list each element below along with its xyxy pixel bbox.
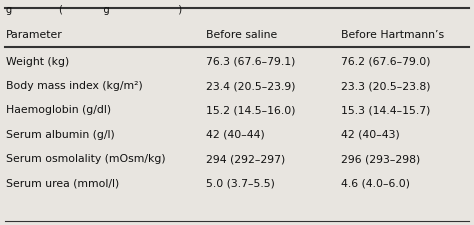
Text: Weight (kg): Weight (kg) xyxy=(6,57,69,67)
Text: Before Hartmann’s: Before Hartmann’s xyxy=(341,30,445,40)
Text: Serum urea (mmol/l): Serum urea (mmol/l) xyxy=(6,178,119,188)
Text: 4.6 (4.0–6.0): 4.6 (4.0–6.0) xyxy=(341,178,410,188)
Text: Serum osmolality (mOsm/kg): Serum osmolality (mOsm/kg) xyxy=(6,154,166,164)
Text: Haemoglobin (g/dl): Haemoglobin (g/dl) xyxy=(6,106,111,115)
Text: Serum albumin (g/l): Serum albumin (g/l) xyxy=(6,130,115,140)
Text: 23.4 (20.5–23.9): 23.4 (20.5–23.9) xyxy=(206,81,296,91)
Text: g               (             g                      ): g ( g ) xyxy=(6,5,182,15)
Text: Before saline: Before saline xyxy=(206,30,277,40)
Text: 42 (40–43): 42 (40–43) xyxy=(341,130,400,140)
Text: 76.3 (67.6–79.1): 76.3 (67.6–79.1) xyxy=(206,57,296,67)
Text: 15.2 (14.5–16.0): 15.2 (14.5–16.0) xyxy=(206,106,296,115)
Text: Parameter: Parameter xyxy=(6,30,63,40)
Text: 296 (293–298): 296 (293–298) xyxy=(341,154,420,164)
Text: 294 (292–297): 294 (292–297) xyxy=(206,154,285,164)
Text: 76.2 (67.6–79.0): 76.2 (67.6–79.0) xyxy=(341,57,431,67)
Text: 5.0 (3.7–5.5): 5.0 (3.7–5.5) xyxy=(206,178,275,188)
Text: 23.3 (20.5–23.8): 23.3 (20.5–23.8) xyxy=(341,81,431,91)
Text: 15.3 (14.4–15.7): 15.3 (14.4–15.7) xyxy=(341,106,431,115)
Text: Body mass index (kg/m²): Body mass index (kg/m²) xyxy=(6,81,143,91)
Text: 42 (40–44): 42 (40–44) xyxy=(206,130,265,140)
